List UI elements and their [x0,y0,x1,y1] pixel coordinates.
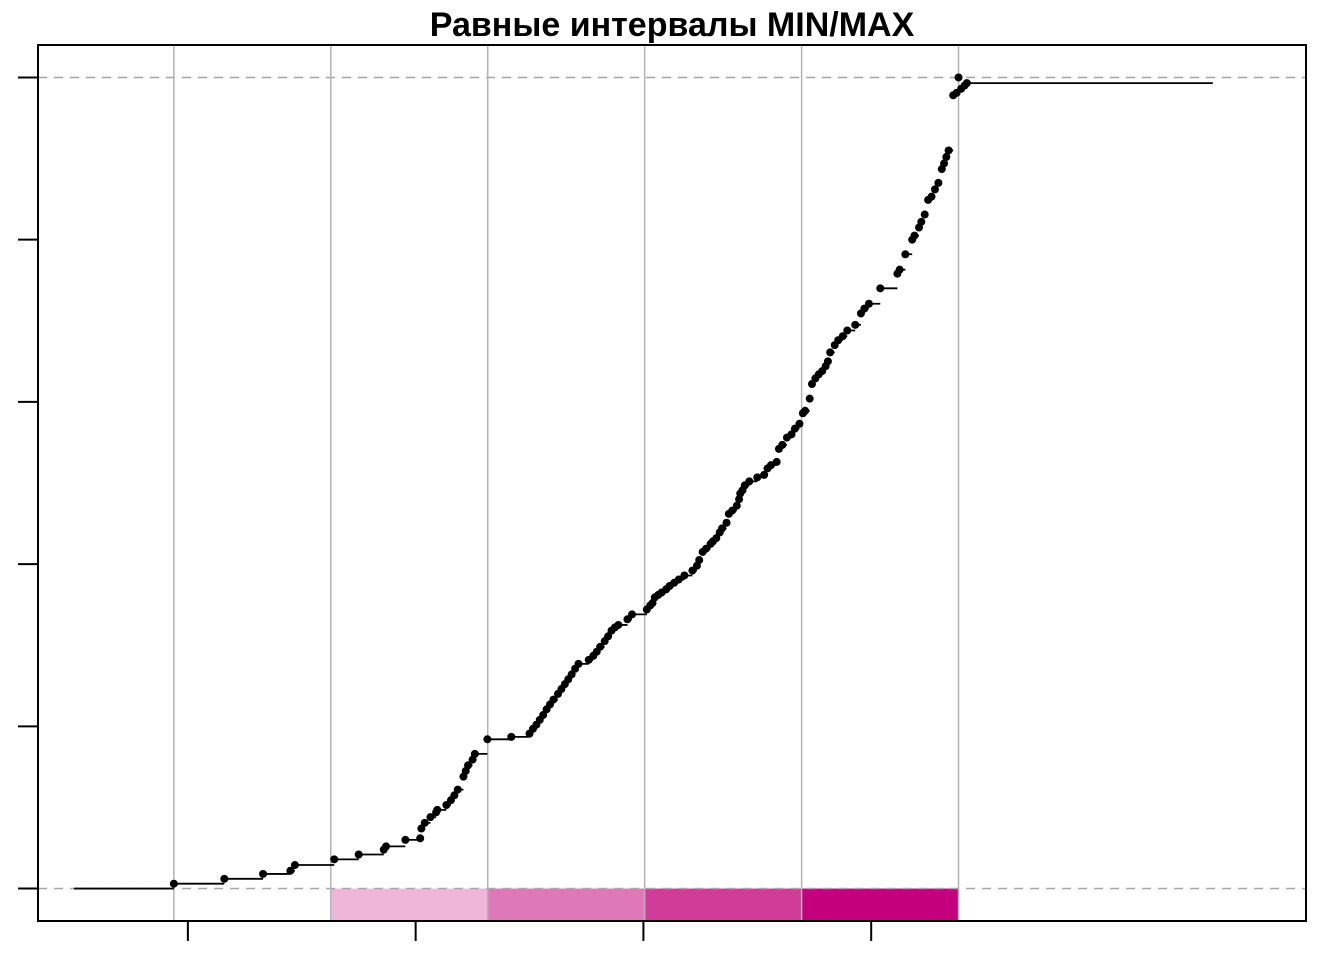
data-point [717,524,726,533]
data-point [838,332,847,341]
data-point [864,299,873,308]
data-point [942,152,951,161]
data-point [464,761,473,770]
data-point [330,855,339,864]
data-point [895,265,904,274]
ecdf-step-line [73,76,1213,890]
data-point [290,861,299,870]
data-point [917,217,926,226]
data-point [940,159,949,168]
data-point [823,357,832,366]
data-point [826,348,835,357]
y-axis [18,76,38,890]
data-point [910,231,919,240]
chart-title: Равные интервалы MIN/MAX [430,6,915,44]
data-point [483,735,492,744]
data-point [722,518,731,527]
data-point [433,805,442,814]
data-point [795,419,804,428]
data-point [934,178,943,187]
data-point [426,813,435,822]
class-band-5 [801,888,959,920]
data-point [901,250,910,259]
data-point [549,695,558,704]
data-point [695,556,704,565]
data-point [628,610,637,619]
data-point [453,785,462,794]
data-point [760,470,769,479]
data-point [944,146,953,155]
data-point [954,73,963,82]
data-point [843,326,852,335]
data-point [930,185,939,194]
data-point [401,835,410,844]
data-point [382,842,391,851]
ecdf-points [169,73,971,888]
data-point [801,406,810,415]
data-point [286,866,295,875]
reference-lines [38,76,1306,890]
data-point [259,869,268,878]
data-point [927,192,936,201]
data-point [674,575,683,584]
data-point [169,879,178,888]
plot-frame [37,44,1307,922]
data-point [920,210,929,219]
data-point [574,659,583,668]
data-point [680,571,689,580]
data-point [596,642,605,651]
data-point [507,732,516,741]
data-point [220,874,229,883]
data-point [962,79,971,88]
data-point [732,501,741,510]
data-point [851,320,860,329]
class-band-4 [644,888,802,920]
data-point [745,477,754,486]
data-point [772,457,781,466]
class-break-lines [173,45,960,921]
x-axis [186,921,873,941]
data-point [778,440,787,449]
data-point [420,818,429,827]
class-band-3 [487,888,645,920]
data-point [876,284,885,293]
data-point [753,473,762,482]
data-point [805,394,814,403]
class-band-2 [330,888,488,920]
data-point [470,749,479,758]
data-point [614,620,623,629]
class-band-1 [173,888,331,920]
data-point [416,834,425,843]
data-point [354,850,363,859]
step-line-path [73,76,1213,890]
class-bands [173,888,959,920]
